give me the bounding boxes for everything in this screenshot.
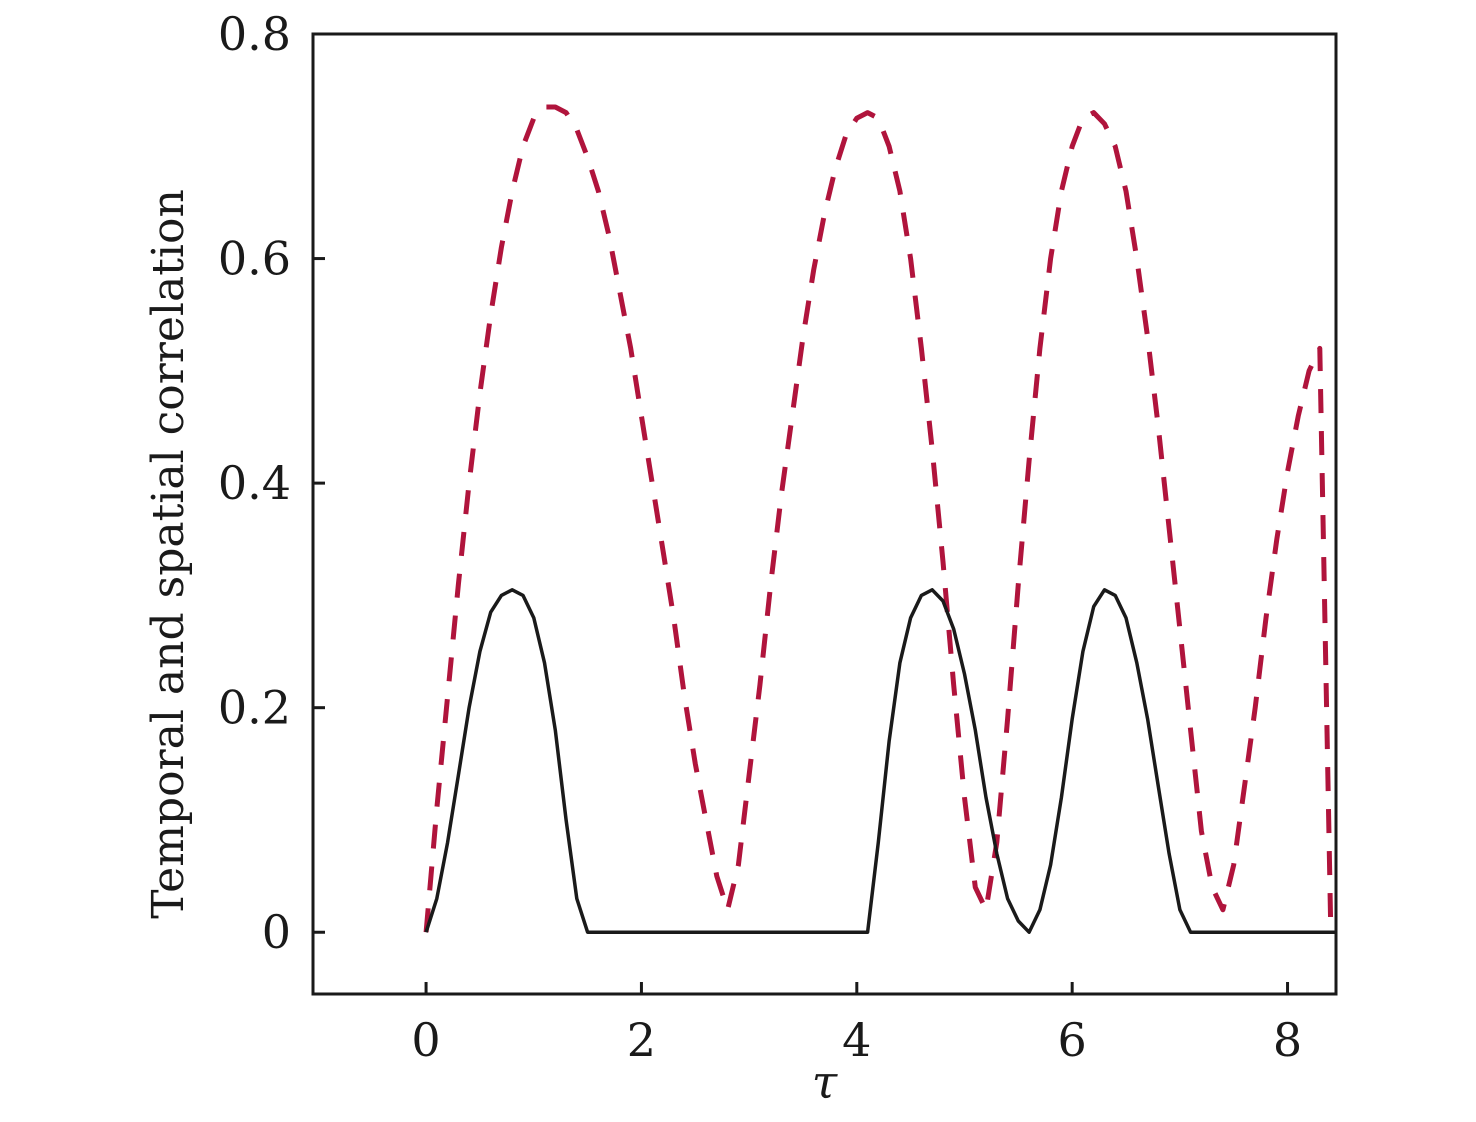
y-tick-label: 0.4 xyxy=(218,456,291,510)
series-line-dashed xyxy=(423,104,1334,933)
x-tick-label: 0 xyxy=(411,1013,440,1067)
x-tick-label: 8 xyxy=(1273,1013,1302,1067)
plot-frame xyxy=(311,32,1338,996)
y-tick-label: 0.8 xyxy=(218,7,291,61)
x-tick-label: 4 xyxy=(842,1013,871,1067)
y-tick-label: 0 xyxy=(262,905,291,959)
y-axis-title: Temporal and spatial correlation xyxy=(143,189,194,919)
series-line-solid xyxy=(424,588,1336,934)
y-axis-ticks: 0 0.2 0.4 0.6 0.8 xyxy=(218,7,325,959)
series-layer xyxy=(423,104,1336,934)
x-axis-ticks: 0 2 4 6 8 xyxy=(411,982,1302,1067)
x-tick-label: 2 xyxy=(627,1013,656,1067)
x-tick-label: 6 xyxy=(1058,1013,1087,1067)
y-tick-label: 0.2 xyxy=(218,681,291,735)
y-tick-label: 0.6 xyxy=(218,232,291,286)
x-axis-title: τ xyxy=(812,1055,839,1109)
